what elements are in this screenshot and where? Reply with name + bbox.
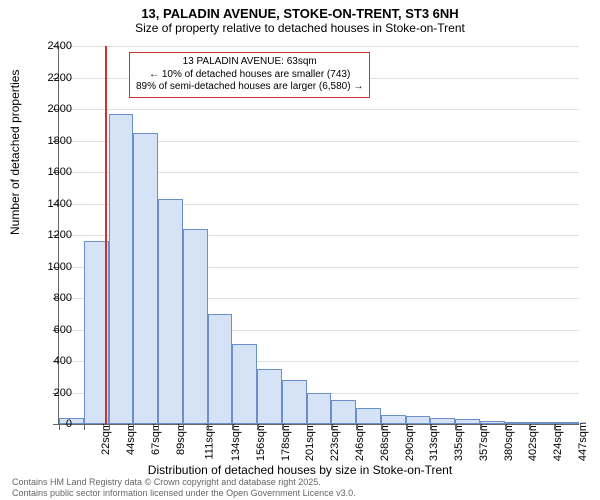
y-tick-label: 2000 <box>48 103 72 115</box>
x-tick <box>455 424 456 430</box>
x-tick-label: 89sqm <box>175 422 187 455</box>
y-tick-label: 1400 <box>48 198 72 210</box>
histogram-bar <box>331 400 356 424</box>
x-tick <box>257 424 258 430</box>
annotation-box: 13 PALADIN AVENUE: 63sqm← 10% of detache… <box>129 52 370 98</box>
chart-container: 13, PALADIN AVENUE, STOKE-ON-TRENT, ST3 … <box>0 0 600 500</box>
y-tick-label: 1600 <box>48 166 72 178</box>
x-tick <box>356 424 357 430</box>
x-tick <box>406 424 407 430</box>
x-tick <box>183 424 184 430</box>
x-tick <box>158 424 159 430</box>
histogram-bar <box>529 422 554 424</box>
histogram-bar <box>381 415 406 424</box>
annotation-line: ← 10% of detached houses are smaller (74… <box>136 69 363 82</box>
y-tick-label: 600 <box>54 324 72 336</box>
y-tick-label: 1200 <box>48 229 72 241</box>
histogram-bar <box>430 418 455 424</box>
x-tick <box>381 424 382 430</box>
histogram-bar <box>282 380 307 424</box>
x-tick <box>529 424 530 430</box>
histogram-bar <box>554 422 579 424</box>
plot-area: 22sqm44sqm67sqm89sqm111sqm134sqm156sqm17… <box>58 46 579 425</box>
x-tick-label: 22sqm <box>100 422 112 455</box>
annotation-line: 89% of semi-detached houses are larger (… <box>136 81 363 94</box>
y-tick-label: 800 <box>54 292 72 304</box>
x-tick <box>480 424 481 430</box>
grid-line <box>59 109 579 110</box>
y-tick-label: 0 <box>66 418 72 430</box>
histogram-bar <box>307 393 332 425</box>
histogram-bar <box>257 369 282 424</box>
y-tick-label: 1000 <box>48 261 72 273</box>
footer-line1: Contains HM Land Registry data © Crown c… <box>12 477 356 487</box>
x-tick <box>109 424 110 430</box>
x-tick <box>232 424 233 430</box>
x-tick <box>505 424 506 430</box>
x-tick-label: 44sqm <box>125 422 137 455</box>
y-axis-title: Number of detached properties <box>8 70 22 235</box>
x-tick <box>307 424 308 430</box>
histogram-bar <box>356 408 381 424</box>
chart-title-sub: Size of property relative to detached ho… <box>0 21 600 37</box>
x-tick-label: 111sqm <box>204 422 216 460</box>
x-tick <box>554 424 555 430</box>
histogram-bar <box>133 133 158 424</box>
histogram-bar <box>208 314 233 424</box>
y-tick-label: 2400 <box>48 40 72 52</box>
histogram-bar <box>505 422 530 424</box>
chart-title-main: 13, PALADIN AVENUE, STOKE-ON-TRENT, ST3 … <box>0 0 600 21</box>
y-tick-label: 200 <box>54 387 72 399</box>
x-tick <box>133 424 134 430</box>
x-tick <box>282 424 283 430</box>
histogram-bar <box>158 199 183 424</box>
y-tick-label: 2200 <box>48 72 72 84</box>
grid-line <box>59 46 579 47</box>
y-tick-label: 400 <box>54 355 72 367</box>
histogram-bar <box>183 229 208 424</box>
x-tick <box>208 424 209 430</box>
x-tick <box>430 424 431 430</box>
annotation-line: 13 PALADIN AVENUE: 63sqm <box>136 56 363 69</box>
histogram-bar <box>109 114 134 424</box>
marker-line <box>105 46 107 424</box>
x-tick <box>84 424 85 430</box>
x-tick <box>331 424 332 430</box>
x-tick-label: 67sqm <box>150 422 162 455</box>
histogram-bar <box>480 421 505 424</box>
histogram-bar <box>232 344 257 424</box>
y-tick-label: 1800 <box>48 135 72 147</box>
x-axis-title: Distribution of detached houses by size … <box>0 463 600 477</box>
x-tick-label: 447sqm <box>577 422 589 461</box>
footer-attribution: Contains HM Land Registry data © Crown c… <box>12 477 356 498</box>
histogram-bar <box>406 416 431 424</box>
x-tick <box>59 424 60 430</box>
footer-line2: Contains public sector information licen… <box>12 488 356 498</box>
histogram-bar <box>455 419 480 424</box>
